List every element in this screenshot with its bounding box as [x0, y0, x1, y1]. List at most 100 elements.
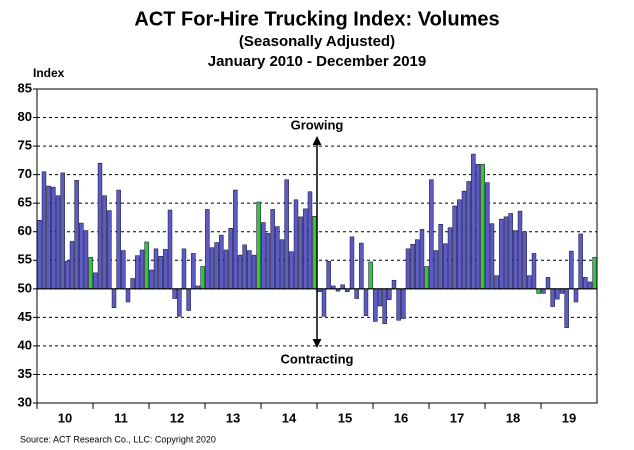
bar — [46, 185, 51, 290]
bar — [368, 261, 373, 290]
bar — [279, 239, 285, 290]
bar — [326, 261, 331, 290]
bar — [499, 218, 504, 290]
bar — [65, 261, 70, 290]
bar — [545, 277, 551, 290]
bar — [158, 255, 163, 290]
y-tick-label: 60 — [18, 223, 32, 238]
bar — [55, 195, 61, 290]
x-tick-label: 13 — [226, 410, 240, 425]
bar — [177, 288, 182, 317]
bar — [471, 153, 476, 290]
x-tick-label: 11 — [114, 410, 128, 425]
bar — [396, 288, 401, 321]
bar — [438, 224, 443, 290]
bar — [536, 288, 541, 294]
bar — [135, 255, 140, 290]
bar — [107, 210, 112, 290]
bar — [237, 254, 243, 290]
annotation: Contracting — [281, 351, 354, 366]
bar — [256, 201, 261, 290]
bar — [555, 288, 560, 300]
bar — [527, 275, 532, 290]
bar — [144, 241, 149, 290]
bar — [387, 288, 392, 300]
bar — [163, 249, 168, 290]
bar — [405, 248, 411, 290]
y-tick-label: 55 — [18, 252, 32, 267]
bar — [373, 288, 378, 322]
bar — [130, 278, 135, 290]
bar — [321, 288, 327, 317]
x-tick-label: 18 — [506, 410, 520, 425]
bar — [349, 236, 355, 290]
bar — [541, 288, 546, 294]
x-tick-label: 14 — [282, 410, 297, 425]
bar — [452, 205, 457, 290]
bar — [191, 253, 196, 290]
bar — [433, 250, 439, 290]
bar — [312, 216, 317, 290]
bar — [172, 288, 177, 299]
bar — [564, 288, 569, 328]
bar — [41, 171, 47, 290]
bar — [153, 248, 159, 290]
bar — [284, 179, 289, 290]
chart-title: ACT For-Hire Trucking Index: Volumes — [134, 8, 499, 30]
bar — [508, 213, 513, 290]
bar — [559, 288, 565, 294]
bar — [303, 208, 308, 290]
bar — [79, 222, 84, 290]
bar — [205, 209, 210, 290]
bar — [228, 228, 233, 290]
bar — [270, 209, 275, 290]
bar — [569, 250, 574, 290]
bar — [359, 242, 364, 290]
bar — [587, 281, 593, 290]
bar — [363, 288, 369, 316]
bar — [578, 233, 583, 290]
bar — [401, 288, 406, 319]
bar — [149, 269, 154, 290]
bar — [517, 210, 523, 290]
bar — [415, 239, 420, 290]
y-tick-label: 65 — [18, 195, 32, 210]
bar — [573, 288, 579, 303]
bar — [69, 241, 75, 290]
bar — [88, 257, 93, 290]
y-tick-label: 75 — [18, 138, 32, 153]
bar — [503, 216, 509, 290]
chart-subtitle: (Seasonally Adjusted) — [239, 33, 395, 50]
x-tick-label: 12 — [170, 410, 184, 425]
bar — [382, 288, 387, 324]
bar — [419, 229, 425, 290]
bar — [275, 226, 280, 290]
bar — [424, 266, 429, 290]
bar — [489, 223, 495, 290]
bar — [116, 189, 121, 290]
x-tick-label: 19 — [562, 410, 576, 425]
bar — [289, 251, 294, 290]
bar — [583, 277, 588, 290]
bar — [293, 199, 299, 290]
bar — [443, 243, 448, 290]
bar — [121, 250, 126, 290]
x-tick-label: 16 — [394, 410, 408, 425]
bar — [167, 209, 173, 290]
bar — [592, 257, 597, 290]
bar — [37, 220, 42, 290]
bar — [97, 162, 103, 290]
bar — [247, 250, 252, 290]
bar — [200, 266, 205, 290]
bar — [251, 254, 257, 290]
bar — [102, 195, 107, 290]
bar — [74, 180, 79, 290]
bar — [93, 272, 98, 290]
bar — [209, 247, 215, 290]
bar — [51, 186, 56, 290]
x-tick-label: 17 — [450, 410, 464, 425]
bar — [550, 288, 555, 307]
bar — [223, 249, 229, 290]
y-tick-label: 70 — [18, 166, 32, 181]
bar — [354, 288, 359, 299]
